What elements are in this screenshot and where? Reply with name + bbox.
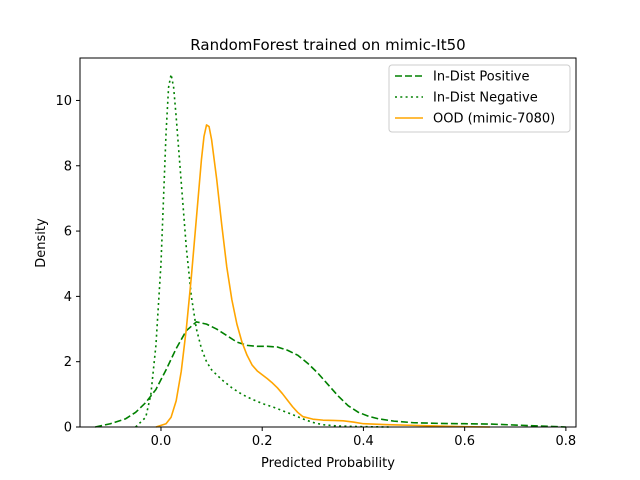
y-tick-label: 8: [64, 159, 72, 174]
y-tick-label: 4: [64, 290, 72, 305]
y-axis-label: Density: [34, 218, 49, 268]
series-line-2: [135, 73, 389, 428]
plot-frame: [79, 57, 577, 428]
legend-label-3: OOD (mimic-7080): [433, 112, 555, 127]
x-axis-label: Predicted Probability: [261, 456, 395, 471]
y-tick-label: 2: [64, 355, 72, 370]
y-tick-label: 10: [55, 94, 72, 109]
legend: In-Dist Positive In-Dist Negative OOD (mim…: [388, 64, 571, 133]
x-tick-label: 0.8: [556, 434, 577, 449]
legend-label-2: In-Dist Negative: [433, 91, 538, 106]
series-line-1: [95, 321, 566, 428]
y-axis-ticks: 0 2 4 6 8 10: [55, 94, 80, 436]
legend-box: [388, 64, 571, 133]
x-axis-ticks: 0.0 0.2 0.4 0.6 0.8: [151, 427, 577, 449]
series-line-3: [155, 124, 490, 428]
x-tick-label: 0.0: [151, 434, 172, 449]
x-tick-label: 0.2: [252, 434, 273, 449]
chart-title: RandomForest trained on mimic-It50: [190, 36, 465, 54]
y-tick-label: 6: [64, 225, 72, 240]
legend-label-1: In-Dist Positive: [433, 70, 530, 85]
x-tick-label: 0.4: [353, 434, 374, 449]
y-tick-label: 0: [64, 421, 72, 436]
plot-series: [95, 73, 566, 428]
x-tick-label: 0.6: [454, 434, 475, 449]
